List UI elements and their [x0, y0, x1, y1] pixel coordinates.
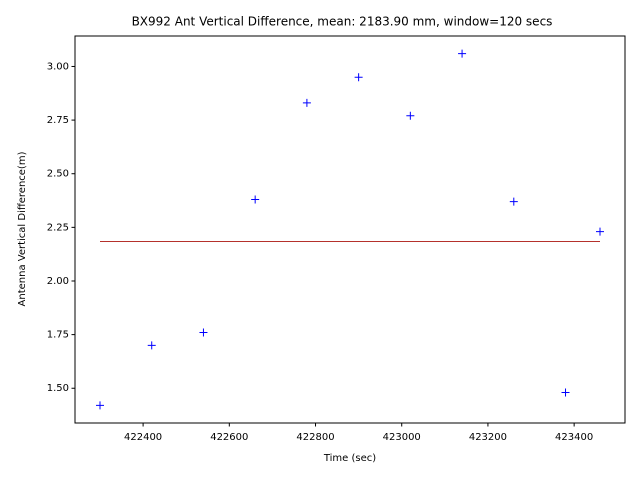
data-point	[302, 98, 311, 107]
y-tick-label: 3.00	[47, 61, 69, 72]
y-tick-label: 1.50	[47, 383, 69, 394]
x-tick-label: 423400	[555, 432, 593, 443]
y-tick-label: 2.75	[47, 115, 69, 126]
data-point	[251, 195, 260, 204]
data-point	[147, 341, 156, 350]
x-tick-label: 423200	[469, 432, 507, 443]
data-point	[458, 49, 467, 58]
data-point	[561, 388, 570, 397]
y-tick-label: 2.00	[47, 276, 69, 287]
y-tick-label: 2.25	[47, 222, 69, 233]
x-tick-label: 422400	[124, 432, 162, 443]
data-point	[596, 227, 604, 236]
data-point	[199, 328, 208, 337]
x-tick-label: 422800	[296, 432, 334, 443]
y-tick-label: 2.50	[47, 169, 69, 180]
chart-title: BX992 Ant Vertical Difference, mean: 218…	[132, 15, 553, 29]
y-tick-label: 1.75	[47, 330, 69, 341]
x-axis-label: Time (sec)	[323, 453, 376, 464]
data-point	[509, 197, 518, 206]
data-point	[96, 401, 104, 410]
axes-frame	[74, 35, 626, 424]
data-point	[354, 73, 363, 82]
x-tick-label: 422600	[210, 432, 248, 443]
x-tick-label: 423000	[383, 432, 421, 443]
data-point	[406, 111, 415, 120]
y-axis-label: Antenna Vertical Difference(m)	[17, 151, 28, 306]
